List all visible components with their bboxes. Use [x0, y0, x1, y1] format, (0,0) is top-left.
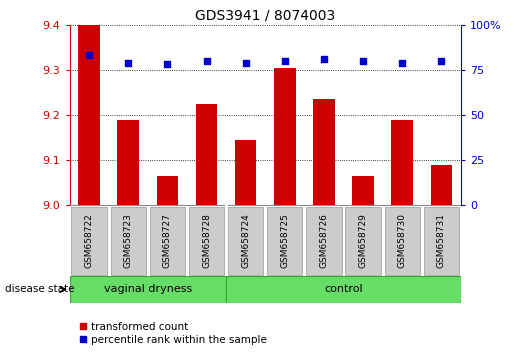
Text: GSM658731: GSM658731 — [437, 213, 446, 268]
Bar — [226, 276, 461, 303]
Text: GSM658730: GSM658730 — [398, 213, 407, 268]
Text: GSM658728: GSM658728 — [202, 213, 211, 268]
Point — [320, 56, 328, 62]
Bar — [274, 68, 296, 205]
Point — [359, 58, 367, 64]
Bar — [313, 99, 335, 205]
Point — [281, 58, 289, 64]
Bar — [117, 120, 139, 205]
Point — [398, 60, 406, 65]
Point — [85, 53, 93, 58]
Legend: transformed count, percentile rank within the sample: transformed count, percentile rank withi… — [75, 317, 271, 349]
Bar — [235, 140, 256, 205]
Point — [242, 60, 250, 65]
Bar — [150, 207, 185, 275]
Text: GSM658723: GSM658723 — [124, 213, 133, 268]
Text: control: control — [324, 284, 363, 295]
Text: GSM658722: GSM658722 — [84, 213, 94, 268]
Bar — [111, 207, 146, 275]
Bar — [352, 176, 374, 205]
Bar — [189, 207, 224, 275]
Text: GSM658726: GSM658726 — [319, 213, 329, 268]
Bar — [78, 25, 100, 205]
Point — [202, 58, 211, 64]
Bar — [157, 176, 178, 205]
Text: GSM658727: GSM658727 — [163, 213, 172, 268]
Point — [163, 62, 171, 67]
Bar — [346, 207, 381, 275]
Text: GSM658725: GSM658725 — [280, 213, 289, 268]
Title: GDS3941 / 8074003: GDS3941 / 8074003 — [195, 8, 335, 22]
Text: GSM658729: GSM658729 — [358, 213, 368, 268]
Text: vaginal dryness: vaginal dryness — [104, 284, 192, 295]
Bar — [70, 276, 226, 303]
Bar — [306, 207, 341, 275]
Bar — [424, 207, 459, 275]
Bar — [72, 207, 107, 275]
Text: GSM658724: GSM658724 — [241, 213, 250, 268]
Bar — [431, 165, 452, 205]
Bar — [267, 207, 302, 275]
Point — [437, 58, 445, 64]
Text: disease state: disease state — [5, 284, 75, 295]
Bar — [196, 104, 217, 205]
Bar — [391, 120, 413, 205]
Point — [124, 60, 132, 65]
Bar — [385, 207, 420, 275]
Bar — [228, 207, 263, 275]
